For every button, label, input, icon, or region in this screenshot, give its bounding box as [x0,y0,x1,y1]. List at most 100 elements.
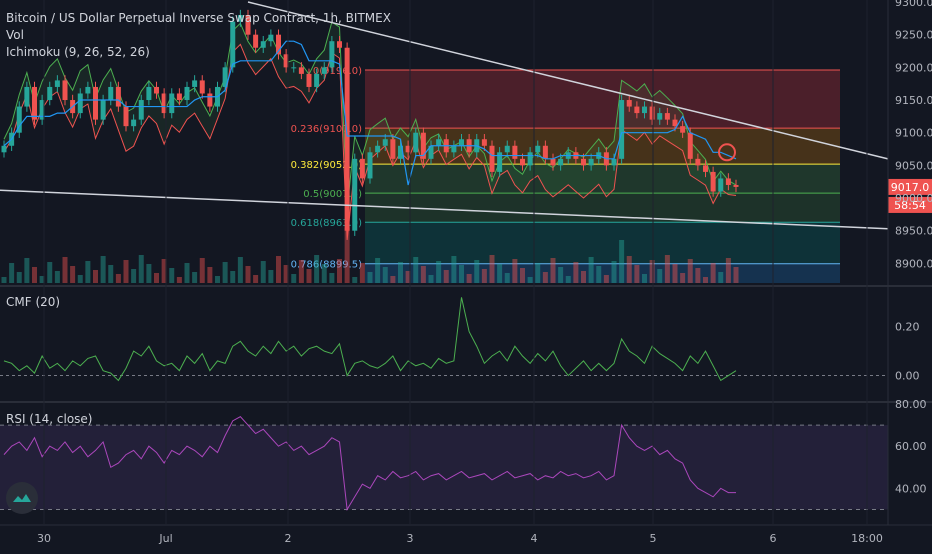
volume-bar [47,262,53,283]
volume-bar [253,275,259,283]
candle-body [306,73,312,87]
candle-body [642,106,647,114]
candle-body [93,86,98,120]
volume-bar [390,276,396,283]
fib-zone [365,193,840,223]
volume-bar [359,263,365,283]
candle-body [687,132,693,159]
volume-bar [436,261,442,283]
countdown-value: 58:54 [894,199,926,212]
volume-bar [123,260,129,283]
volume-legend: Vol [6,28,24,42]
volume-bar [169,268,175,283]
volume-bar [603,275,609,283]
volume-bar [405,271,411,283]
volume-bar [588,257,594,283]
candle-body [664,113,670,120]
fib-level-label: 0.618(8963.0) [291,218,363,229]
volume-bar [520,268,525,283]
candle-body [298,67,304,74]
volume-bar [420,266,426,283]
volume-bar [176,277,182,283]
candle-body [108,86,114,101]
volume-bar [268,270,274,283]
volume-bar [619,240,625,283]
candle-body [245,15,251,35]
candle-body [16,106,22,133]
candle-body [176,93,182,101]
cmf-line [3,297,737,382]
fib-level-label: 0.786(8899.5) [291,260,363,271]
volume-bar [344,228,350,283]
price-tick-label: 8900.0 [895,257,932,270]
volume-bar [489,255,495,283]
tradingview-logo-icon[interactable] [6,482,38,514]
candle-body [161,93,167,114]
candle-body [626,100,632,107]
volume-bar [138,255,144,283]
candle-body [321,67,327,74]
volume-bar [733,267,739,283]
candle-body [695,158,701,166]
price-tick-label: 9150.0 [895,94,932,107]
volume-bar [596,266,602,283]
candle-body [718,178,724,192]
volume-bar [367,272,373,283]
candle-body [32,86,37,120]
volume-bar [573,262,579,283]
volume-bar [565,276,571,283]
symbol-title: Bitcoin / US Dollar Perpetual Inverse Sw… [6,11,391,25]
last-price-badge [888,178,932,195]
candle-body [459,139,464,146]
volume-bar [260,261,266,283]
volume-bar [459,265,464,283]
candle-body [657,113,663,120]
time-tick-label: Jul [158,532,172,545]
volume-bar [481,269,487,283]
volume-bar [77,275,83,283]
price-tick-label: 9250.0 [895,29,932,42]
volume-bar [512,259,518,283]
volume-bar [298,260,304,283]
rsi-legend: RSI (14, close) [6,412,93,426]
volume-bar [710,263,716,283]
candle-body [54,80,60,87]
candle-body [481,139,487,146]
candle-body [154,86,159,94]
candle-body [542,145,548,159]
candle-body [550,158,556,166]
rsi-panel[interactable] [0,416,888,511]
volume-bar [634,265,640,283]
candle-body [184,86,190,101]
candle-body [131,119,137,127]
candle-body [680,126,686,133]
candle-body [649,106,655,120]
candle-body [344,47,350,231]
candle-body [24,86,30,107]
fib-level-label: 0.236(9107.0) [291,124,363,135]
volume-bar [642,274,647,283]
candle-body [382,139,388,146]
candle-body [367,152,373,179]
candle-body [222,67,228,87]
cmf-panel[interactable] [0,297,888,382]
fib-level-label: 0.5(9007.5) [303,189,362,200]
candle-body [703,165,708,172]
candle-body [527,152,533,166]
volume-bar [306,269,312,283]
candle-body [39,100,45,120]
volume-bar [626,256,632,283]
volume-bar [9,263,15,283]
candle-body [192,80,198,87]
candle-body [314,73,320,87]
volume-bar [550,258,556,283]
ichimoku-tenkan [3,40,737,186]
candle-body [451,145,457,153]
volume-bar [703,277,708,283]
price-panel[interactable]: 0(9196.0) 0.236(9107.0) 0.382(9052.0) 0.5(9… [0,1,932,283]
candle-body [359,158,365,179]
rsi-tick-label: 60.00 [895,440,927,453]
volume-bar [321,264,327,283]
